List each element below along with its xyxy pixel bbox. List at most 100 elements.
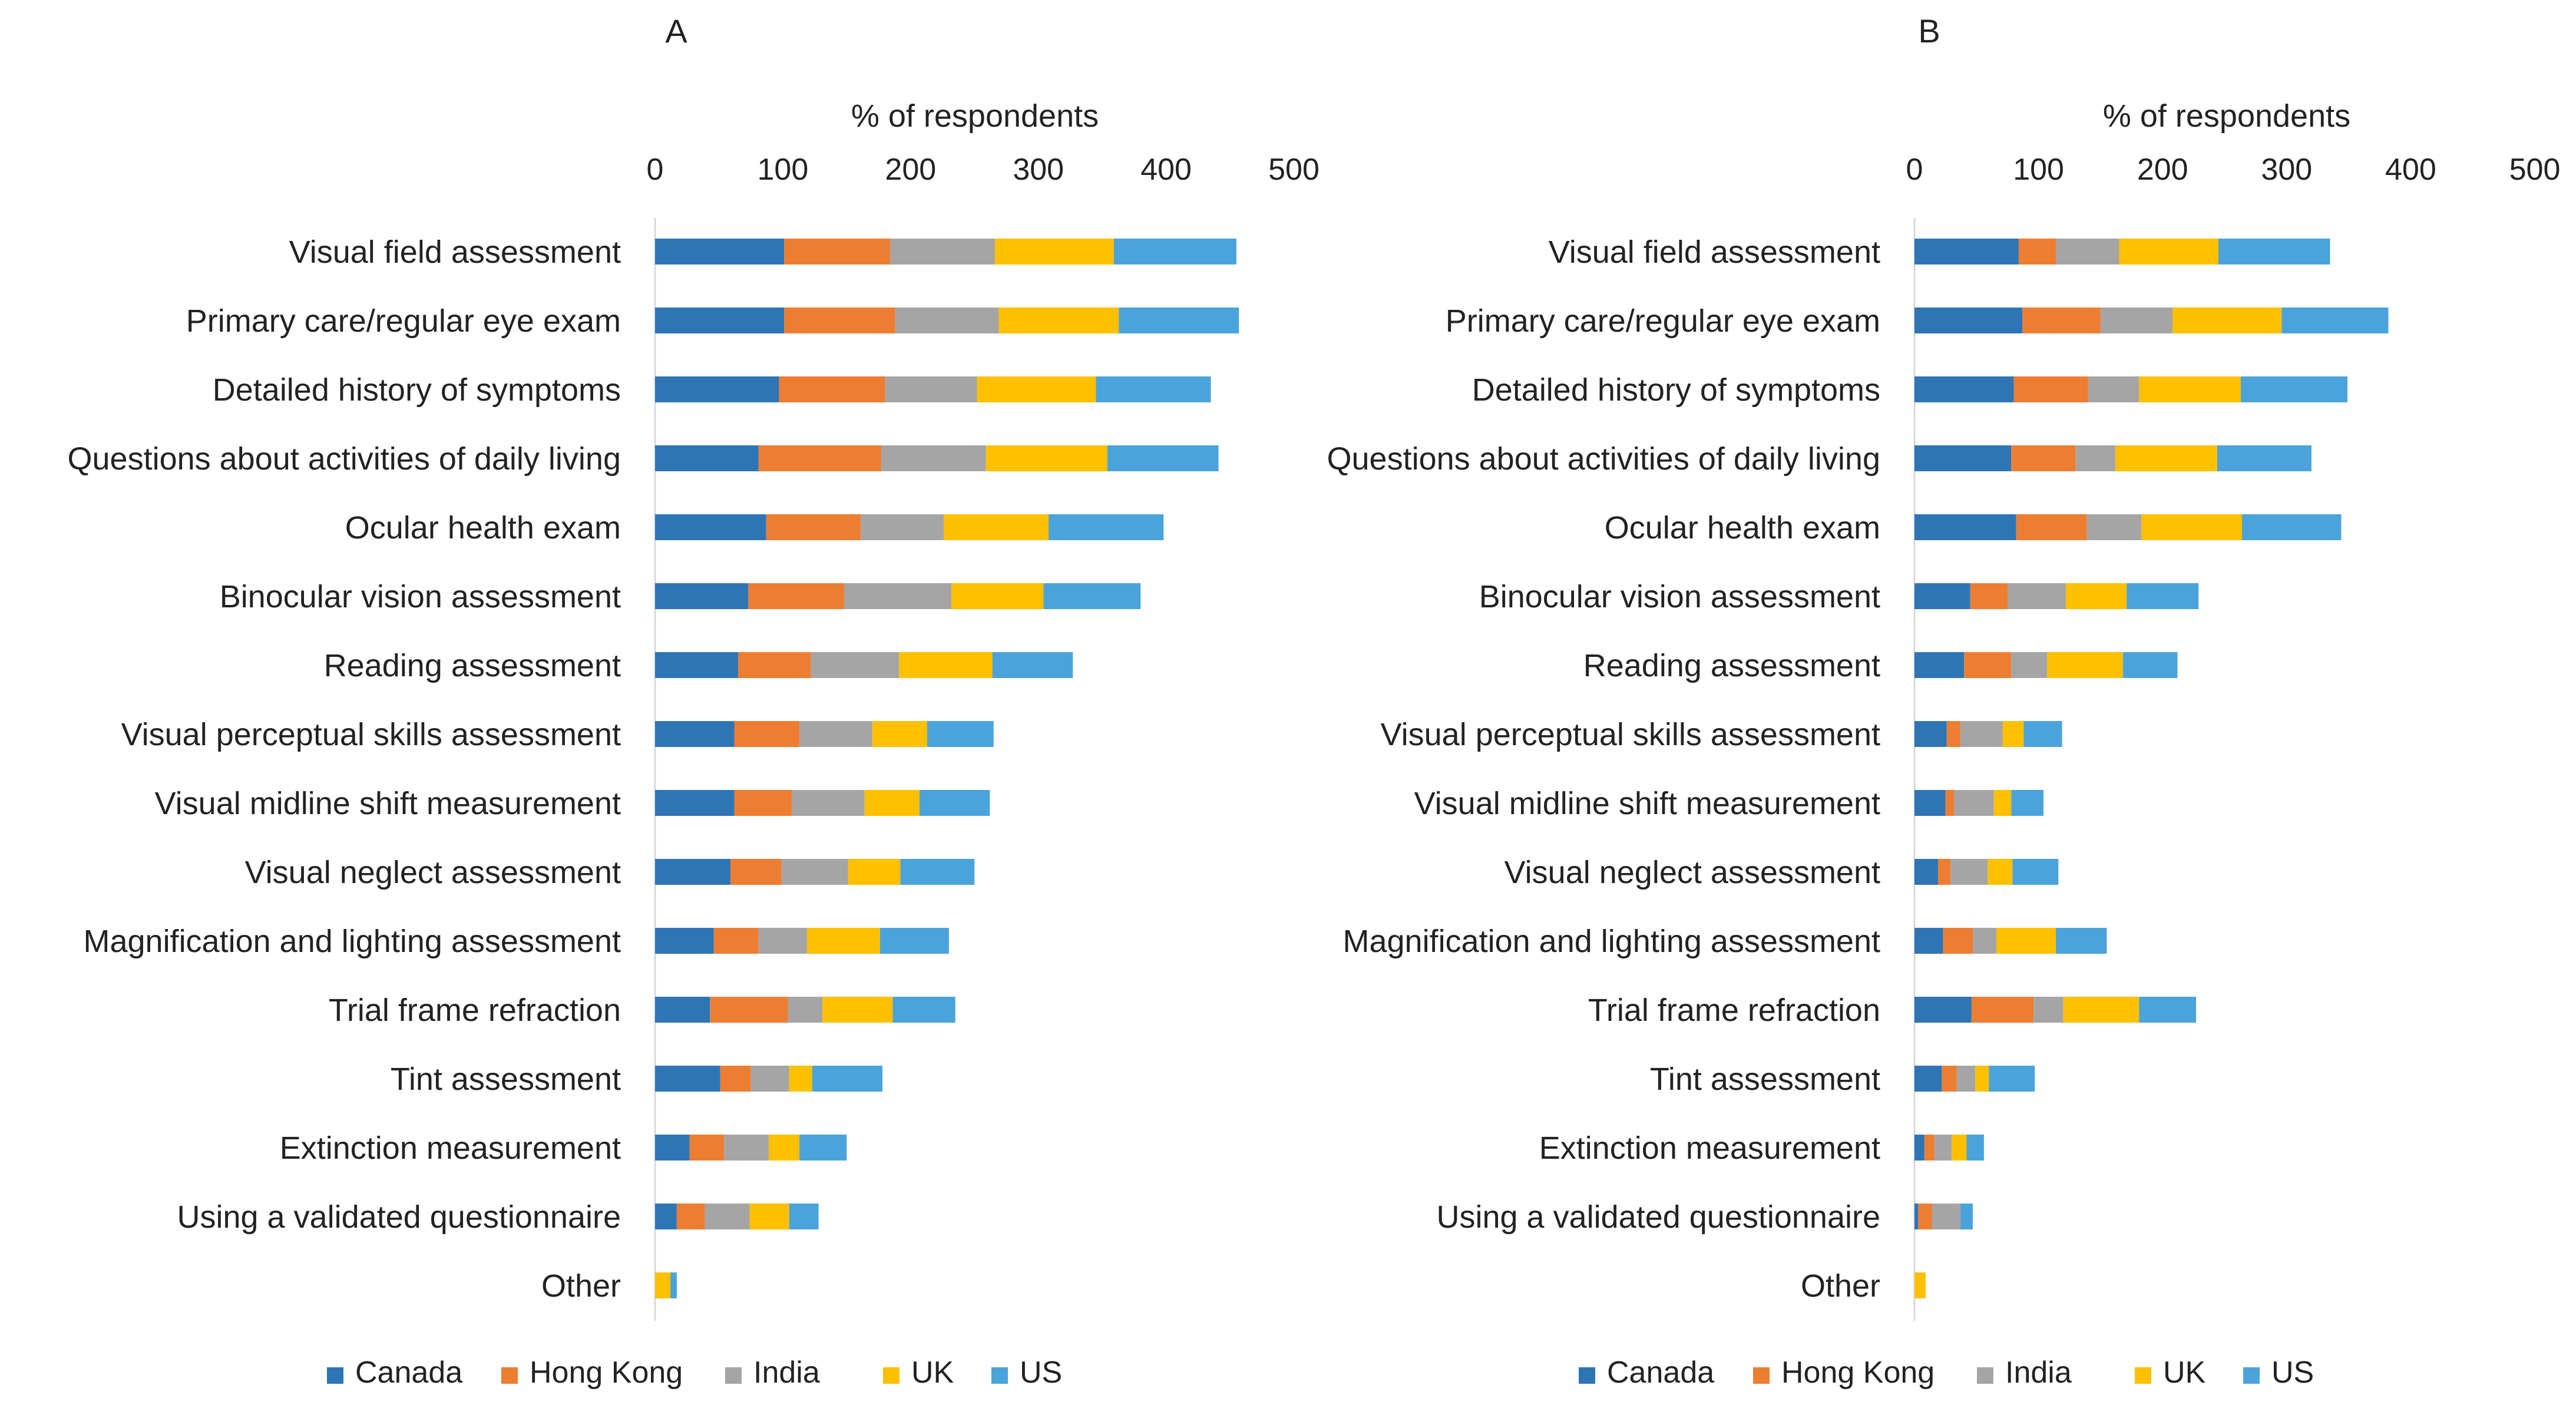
bar-segment-hong-kong bbox=[710, 997, 788, 1023]
bar-segment-hong-kong bbox=[766, 514, 861, 540]
bar-segment-us bbox=[670, 1272, 677, 1298]
bar-segment-us bbox=[799, 1135, 847, 1161]
legend-swatch bbox=[1977, 1367, 1993, 1384]
bar-segment-uk bbox=[1993, 790, 2012, 816]
category-label: Detailed history of symptoms bbox=[1472, 372, 1880, 408]
bar-segment-hong-kong bbox=[1943, 928, 1973, 954]
bar-segment-india bbox=[2007, 583, 2066, 609]
bar-segment-india bbox=[1956, 1066, 1976, 1092]
bar-segment-canada bbox=[1914, 239, 2019, 265]
bar-segment-canada bbox=[1914, 997, 1972, 1023]
bar-segment-hong-kong bbox=[784, 308, 895, 333]
bar-row: Extinction measurement bbox=[280, 1130, 847, 1166]
bar-segment-uk bbox=[769, 1135, 800, 1161]
bar-row: Questions about activities of daily livi… bbox=[68, 441, 1219, 477]
legend-label: Canada bbox=[1607, 1356, 1714, 1390]
bar-segment-us bbox=[1119, 308, 1239, 333]
bar-segment-hong-kong bbox=[734, 721, 800, 747]
bar-row: Other bbox=[1801, 1268, 1926, 1304]
bar-segment-india bbox=[1932, 1204, 1960, 1229]
bar-segment-us bbox=[789, 1204, 819, 1229]
bar-segment-india bbox=[799, 721, 872, 747]
bar-segment-hong-kong bbox=[779, 376, 885, 402]
legend-label: Canada bbox=[355, 1356, 462, 1390]
x-tick-label: 300 bbox=[1013, 153, 1064, 187]
bar-segment-india bbox=[2056, 239, 2119, 265]
bar-row: Magnification and lighting assessment bbox=[1342, 924, 2107, 959]
bar-row: Visual perceptual skills assessment bbox=[121, 717, 994, 752]
bar-segment-hong-kong bbox=[2011, 445, 2076, 471]
x-tick-label: 100 bbox=[2013, 153, 2064, 187]
bar-segment-uk bbox=[1975, 1066, 1989, 1092]
legend-swatch bbox=[501, 1367, 518, 1384]
bar-segment-hong-kong bbox=[2013, 376, 2088, 402]
bar-segment-uk bbox=[994, 239, 1114, 265]
bar-segment-canada bbox=[655, 376, 779, 402]
bar-segment-uk bbox=[2047, 652, 2123, 678]
bar-row: Primary care/regular eye exam bbox=[1446, 303, 2389, 339]
bar-row: Other bbox=[541, 1268, 677, 1304]
x-tick-label: 400 bbox=[1140, 153, 1192, 187]
category-label: Questions about activities of daily livi… bbox=[68, 441, 621, 477]
category-label: Visual field assessment bbox=[1549, 234, 1880, 270]
chart-panel-b: B % of respondents 0 100 200 300 400 500 Visual … bbox=[1327, 12, 2561, 1390]
category-label: Visual perceptual skills assessment bbox=[121, 717, 621, 752]
legend-swatch bbox=[1753, 1367, 1770, 1384]
bar-segment-uk bbox=[1996, 928, 2056, 954]
bar-segment-hong-kong bbox=[1938, 859, 1951, 885]
x-tick-label: 0 bbox=[647, 153, 664, 187]
legend: Canada Hong Kong India UK US bbox=[327, 1356, 1062, 1390]
bar-segment-hong-kong bbox=[720, 1066, 751, 1092]
bar-segment-uk bbox=[2065, 583, 2127, 609]
bar-segment-us bbox=[2218, 239, 2330, 265]
bar-segment-india bbox=[2033, 997, 2064, 1023]
bar-segment-india bbox=[885, 376, 977, 402]
category-label: Using a validated questionnaire bbox=[177, 1199, 621, 1235]
bar-segment-hong-kong bbox=[748, 583, 845, 609]
bar-segment-us bbox=[2139, 997, 2197, 1023]
bar-segment-canada bbox=[1914, 721, 1947, 747]
bar-segment-us bbox=[2012, 859, 2059, 885]
bar-segment-hong-kong bbox=[1942, 1066, 1957, 1092]
category-label: Visual neglect assessment bbox=[1504, 855, 1880, 890]
legend-label: US bbox=[1020, 1356, 1062, 1390]
category-label: Extinction measurement bbox=[1539, 1130, 1880, 1166]
bar-segment-us bbox=[2011, 790, 2044, 816]
legend-item: Canada bbox=[327, 1356, 462, 1390]
bar-segment-india bbox=[1972, 928, 1996, 954]
category-label: Magnification and lighting assessment bbox=[83, 924, 621, 959]
bar-segment-canada bbox=[655, 239, 785, 265]
bar-row: Detailed history of symptoms bbox=[213, 372, 1211, 408]
bar-row: Visual field assessment bbox=[289, 234, 1236, 270]
bar-segment-uk bbox=[977, 376, 1096, 402]
category-label: Ocular health exam bbox=[1605, 510, 1880, 545]
bar-segment-india bbox=[890, 239, 995, 265]
x-tick-label: 500 bbox=[2509, 153, 2561, 187]
bar-segment-uk bbox=[872, 721, 927, 747]
bar-segment-india bbox=[895, 308, 999, 333]
x-axis-title: % of respondents bbox=[851, 98, 1099, 134]
legend-item: India bbox=[1977, 1356, 2072, 1390]
bar-segment-uk bbox=[986, 445, 1107, 471]
bar-segment-us bbox=[1966, 1135, 1984, 1161]
bar-segment-us bbox=[1989, 1066, 2035, 1092]
category-label: Extinction measurement bbox=[280, 1130, 621, 1166]
category-label: Other bbox=[1801, 1268, 1880, 1304]
bar-row: Visual perceptual skills assessment bbox=[1381, 717, 2062, 752]
category-label: Reading assessment bbox=[1583, 648, 1880, 683]
bar-segment-india bbox=[2100, 308, 2173, 333]
x-tick-label: 200 bbox=[885, 153, 936, 187]
category-label: Questions about activities of daily livi… bbox=[1327, 441, 1881, 477]
bar-segment-india bbox=[2011, 652, 2048, 678]
bar-segment-canada bbox=[655, 308, 785, 333]
category-label: Primary care/regular eye exam bbox=[1446, 303, 1880, 339]
bar-segment-canada bbox=[655, 721, 735, 747]
bar-row: Trial frame refraction bbox=[329, 993, 955, 1028]
bar-segment-canada bbox=[655, 859, 730, 885]
bar-segment-canada bbox=[1914, 1135, 1924, 1161]
legend-item: UK bbox=[2135, 1356, 2206, 1390]
bar-segment-uk bbox=[2139, 376, 2241, 402]
bar-segment-india bbox=[705, 1204, 750, 1229]
x-tick-label: 0 bbox=[1906, 153, 1923, 187]
